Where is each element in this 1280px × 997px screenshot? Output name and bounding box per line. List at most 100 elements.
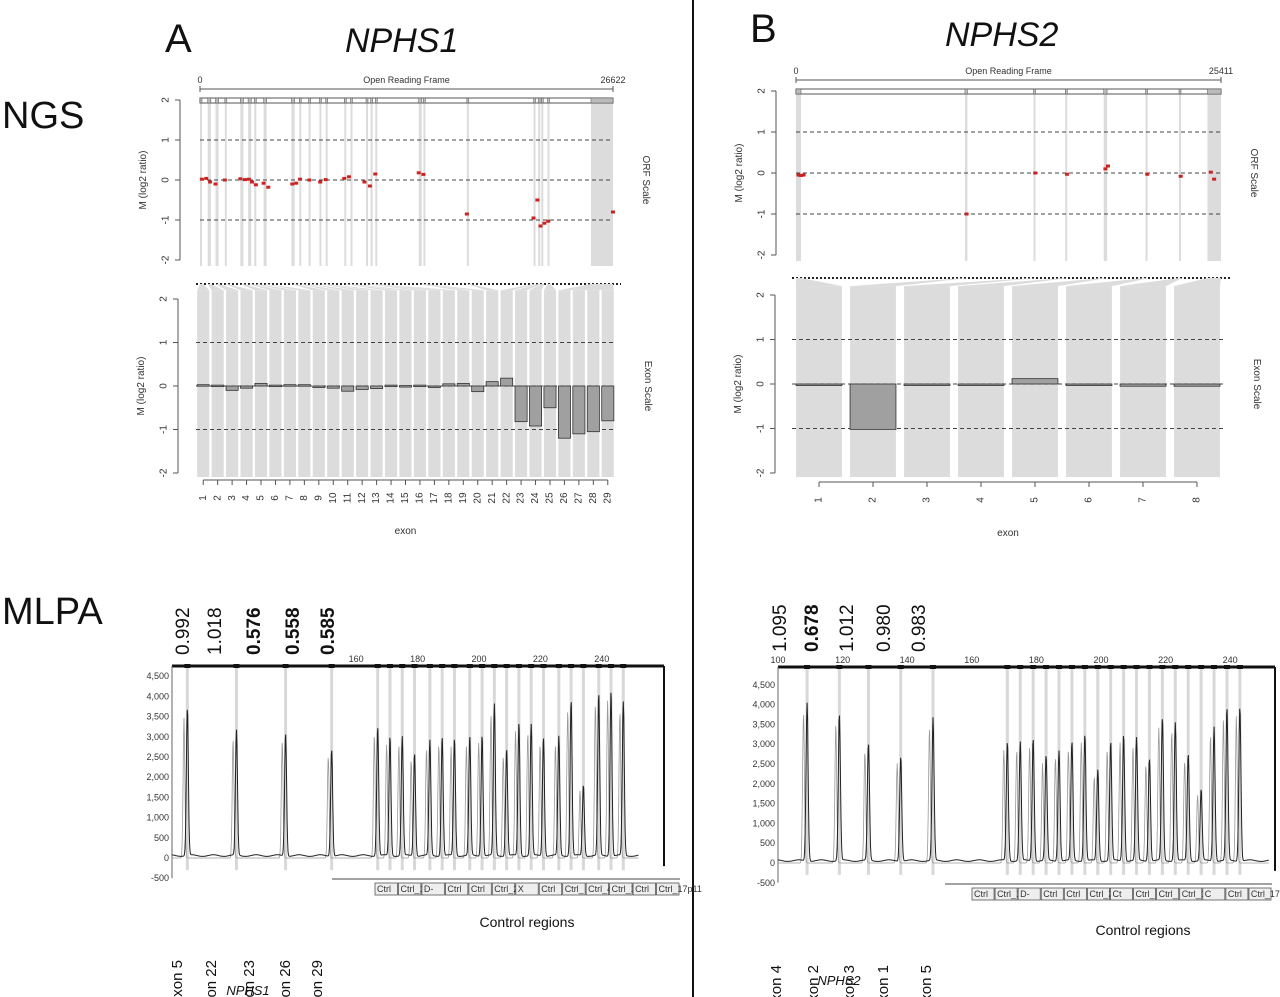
orf-band: [964, 91, 968, 261]
control-box: [585, 882, 610, 896]
y-tick-label: 4,000: [146, 691, 169, 701]
probe-marker: [184, 664, 191, 668]
y-tick-label: 1: [159, 339, 170, 345]
probe-marker: [836, 665, 843, 669]
exon-bar: [399, 385, 412, 388]
exon-fan: [248, 284, 282, 291]
y-tick-label: 0: [164, 853, 169, 863]
control-box: [374, 882, 398, 896]
control-box-label: Ctrl: [471, 884, 485, 894]
control-box: [515, 882, 539, 896]
orf-exon-box: [466, 97, 470, 104]
y-axis-label: M (log2 ratio): [734, 144, 745, 203]
data-point: [323, 178, 328, 182]
x-tick-label: 240: [1223, 655, 1238, 665]
orf-band: [224, 100, 227, 266]
exon-bar: [572, 385, 586, 435]
exon-bar: [427, 385, 441, 388]
orf-exon-box: [1207, 88, 1222, 95]
data-point: [318, 180, 323, 184]
control-regions-label: Control regions: [1096, 922, 1191, 938]
orf-exon-box: [590, 97, 614, 104]
data-point: [546, 219, 551, 223]
x-tick-label: 17: [429, 492, 440, 504]
exon-fan: [308, 284, 354, 291]
exon-fan: [365, 284, 427, 291]
orf-exon-box: [299, 97, 302, 104]
control-box-label: Ctrl: [1066, 889, 1080, 899]
control-box: [1202, 887, 1226, 901]
probe-marker: [620, 664, 627, 668]
control-box: [444, 882, 469, 896]
probe-marker: [491, 664, 498, 668]
orf-exon-box: [418, 97, 423, 104]
x-tick-label: 200: [1093, 655, 1108, 665]
data-point: [367, 184, 372, 188]
x-tick-label: 14: [386, 492, 397, 504]
data-point: [266, 185, 271, 189]
data-point: [238, 177, 243, 181]
x-axis-label: exon: [395, 526, 417, 537]
probe-marker: [1185, 665, 1192, 669]
y-tick-label: -2: [756, 468, 767, 477]
y-tick-label: 0: [756, 381, 767, 387]
y-tick-label: 2,500: [146, 752, 169, 762]
data-point: [362, 180, 367, 184]
orf-band: [299, 100, 302, 266]
orf-band: [365, 100, 368, 266]
exon-bar: [795, 383, 843, 386]
probe-marker: [1043, 665, 1050, 669]
data-point: [1178, 174, 1183, 178]
probe-marker: [897, 665, 904, 669]
control-box-label: Ctrl_18: [1182, 889, 1211, 899]
mlpa-ratio: 0.576: [244, 607, 265, 655]
data-point: [346, 175, 351, 179]
gene-title-b: NPHS2: [945, 16, 1058, 54]
orf-band: [1207, 91, 1221, 261]
gene-label: NPHS1: [226, 983, 269, 997]
exon-bar: [849, 383, 897, 430]
orf-exon-box: [199, 97, 203, 104]
orf-band: [308, 100, 311, 266]
exon-bar: [500, 377, 514, 387]
probe-marker: [411, 664, 418, 668]
data-point: [538, 224, 543, 228]
x-tick-label: 12: [357, 492, 368, 504]
sample-trace: [777, 702, 1269, 862]
exon-bar: [1011, 378, 1059, 385]
orf-exon-box: [215, 97, 219, 104]
orf-band: [1065, 91, 1068, 261]
y-tick-label: 1: [161, 137, 172, 143]
data-point: [1105, 164, 1110, 168]
exon-fan: [325, 284, 383, 291]
data-point: [290, 182, 295, 186]
orf-gene-track: [795, 88, 1222, 95]
exon-band: [384, 290, 398, 477]
probe-marker: [386, 664, 393, 668]
y-tick-label: 500: [760, 838, 775, 848]
control-box: [1179, 887, 1203, 901]
exon-band: [1066, 286, 1112, 477]
data-point: [796, 173, 801, 177]
orf-band: [1033, 91, 1036, 261]
orf-band: [466, 100, 469, 266]
exon-band: [515, 290, 528, 477]
x-tick-label: 16: [415, 492, 426, 504]
data-point: [249, 180, 254, 184]
orf-gene-track: [199, 97, 614, 104]
control-regions-label: Control regions: [480, 914, 575, 930]
x-tick-label: 29: [602, 492, 613, 504]
exon-fan: [850, 278, 969, 287]
y-tick-label: 3,000: [752, 739, 775, 749]
y-tick-label: 500: [154, 833, 169, 843]
row-label-mlpa: MLPA: [2, 591, 103, 633]
y-tick-label: -2: [161, 255, 172, 264]
x-tick-label: 7: [1138, 497, 1149, 503]
y-tick-label: 1,500: [146, 792, 169, 802]
x-tick-label: 180: [410, 654, 425, 664]
data-point: [801, 173, 806, 177]
panel-letter-a: A: [165, 17, 192, 61]
exon-bar: [196, 384, 210, 387]
exon-band: [269, 290, 282, 477]
orf-plot-a: 0 26622 Open Reading Frame -2 -1 0 1 2 M (log2 r…: [138, 75, 651, 266]
